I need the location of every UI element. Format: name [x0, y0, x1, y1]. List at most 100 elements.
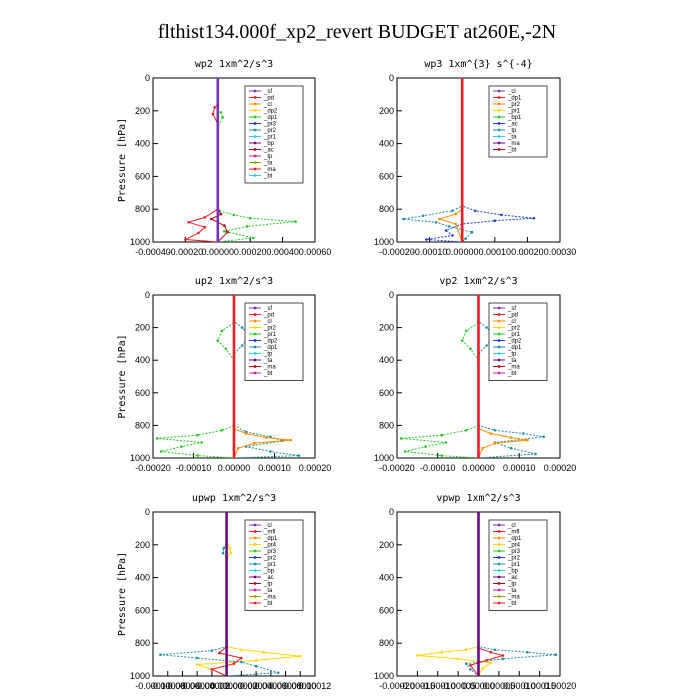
x-tick-label: -0.00020: [168, 247, 204, 257]
legend-marker: [253, 371, 257, 375]
legend-label: _pd: [263, 313, 274, 319]
legend-marker: [253, 332, 257, 336]
data-point: [489, 650, 493, 654]
data-point: [203, 216, 207, 219]
legend-marker: [253, 339, 257, 342]
y-tick-label: 400: [135, 573, 150, 583]
panel-4: vp2 1xm^2/s^3 0 200 400 600 800 1000-0.00020 -0…: [374, 276, 576, 473]
legend-label: _ma: [507, 595, 520, 601]
data-point: [200, 441, 203, 444]
data-point: [210, 668, 214, 671]
legend-marker: [253, 601, 257, 605]
x-tick-label: 0.00010: [503, 463, 536, 473]
data-point: [464, 237, 467, 240]
legend-label: _tp: [507, 128, 517, 134]
data-point: [289, 438, 293, 442]
legend-marker: [253, 536, 257, 540]
legend-label: _ta: [507, 358, 517, 364]
data-point: [224, 347, 228, 351]
legend-marker: [497, 549, 501, 553]
legend-label: _tp: [263, 352, 273, 358]
y-tick-label: 200: [379, 323, 394, 333]
legend-label: _ac: [507, 122, 518, 128]
data-point: [477, 674, 480, 676]
legend-label: _pr2: [263, 556, 277, 562]
x-tick-label: 0.00000: [210, 681, 243, 691]
x-tick-label: -0.00040: [135, 247, 171, 257]
legend-label: _tp: [263, 154, 273, 160]
y-axis-label: Pressure [hPa]: [117, 334, 128, 418]
data-point: [222, 546, 225, 550]
data-point: [465, 429, 468, 432]
data-point: [416, 654, 419, 657]
x-tick-label: 0.00004: [240, 681, 273, 691]
data-point: [438, 217, 441, 221]
legend-marker: [253, 345, 257, 349]
data-point: [526, 438, 529, 442]
legend-label: _ma: [263, 167, 276, 173]
series-line-pr1: [183, 78, 219, 242]
legend-label: _mfl: [507, 530, 519, 536]
data-point: [221, 116, 224, 119]
legend-label: _tp: [263, 582, 273, 588]
legend-label: _pr4: [507, 543, 521, 549]
data-point: [444, 441, 448, 444]
data-point: [440, 650, 444, 654]
legend-label: _dp2: [263, 109, 278, 115]
legend-marker: [253, 122, 257, 125]
legend-marker: [253, 569, 257, 572]
legend-marker: [253, 313, 257, 316]
legend-label: _bt: [507, 371, 517, 377]
legend-label: _tp: [507, 352, 517, 358]
x-tick-label: -0.00004: [179, 681, 215, 691]
legend-marker: [253, 543, 257, 546]
y-tick-label: 600: [379, 388, 394, 398]
legend-label: _cl: [263, 102, 272, 108]
x-tick-label: 0.00008: [269, 681, 302, 691]
data-point: [477, 512, 480, 514]
legend-marker: [253, 575, 257, 579]
legend-marker: [253, 102, 257, 106]
x-tick-label: 0.00010: [479, 247, 512, 257]
plot-frame: [396, 77, 561, 243]
legend-marker: [497, 562, 501, 566]
y-tick-label: 400: [379, 139, 394, 149]
legend-marker: [497, 365, 501, 368]
legend-label: _bt: [263, 174, 273, 180]
data-point: [493, 442, 497, 445]
data-point: [254, 659, 258, 662]
legend-marker: [253, 549, 257, 553]
legend-label: _ma: [507, 365, 520, 371]
legend-marker: [253, 161, 257, 164]
legend-marker: [253, 588, 257, 592]
legend-label: _bp1: [507, 115, 522, 121]
legend-marker: [497, 313, 501, 316]
legend-marker: [253, 135, 257, 138]
x-tick-label: 0.00010: [258, 463, 291, 473]
legend-label: _ma: [263, 595, 276, 601]
x-tick-label: -0.00010: [420, 463, 456, 473]
legend-label: _pr2: [507, 102, 521, 108]
legend-marker: [253, 141, 257, 145]
data-point: [211, 112, 215, 116]
data-point: [473, 209, 477, 213]
data-point: [460, 240, 464, 242]
data-point: [534, 452, 537, 456]
legend-marker: [497, 306, 501, 310]
figure-title: flthist134.000f_xp2_revert BUDGET at260E…: [158, 21, 556, 43]
x-tick-label: 0.00060: [299, 247, 332, 257]
data-point: [252, 236, 255, 240]
panel-1: wp2 1xm^2/s^3 0 200 400 600 800 1000-0.00040-0…: [117, 59, 331, 257]
legend-label: _pr2: [507, 326, 521, 332]
series-line-cl: [210, 78, 229, 242]
legend-label: _cl: [507, 319, 516, 325]
legend-marker: [497, 352, 501, 355]
legend-label: _pr1: [507, 332, 521, 338]
legend-label: _pr3: [507, 549, 521, 555]
data-point: [216, 240, 220, 242]
y-tick-label: 0: [145, 290, 150, 300]
legend-marker: [497, 89, 501, 93]
legend-marker: [497, 575, 501, 579]
x-tick-label: 0.00030: [544, 247, 577, 257]
panel-title: wp3 1xm^{3} s^{-4}: [424, 59, 532, 70]
